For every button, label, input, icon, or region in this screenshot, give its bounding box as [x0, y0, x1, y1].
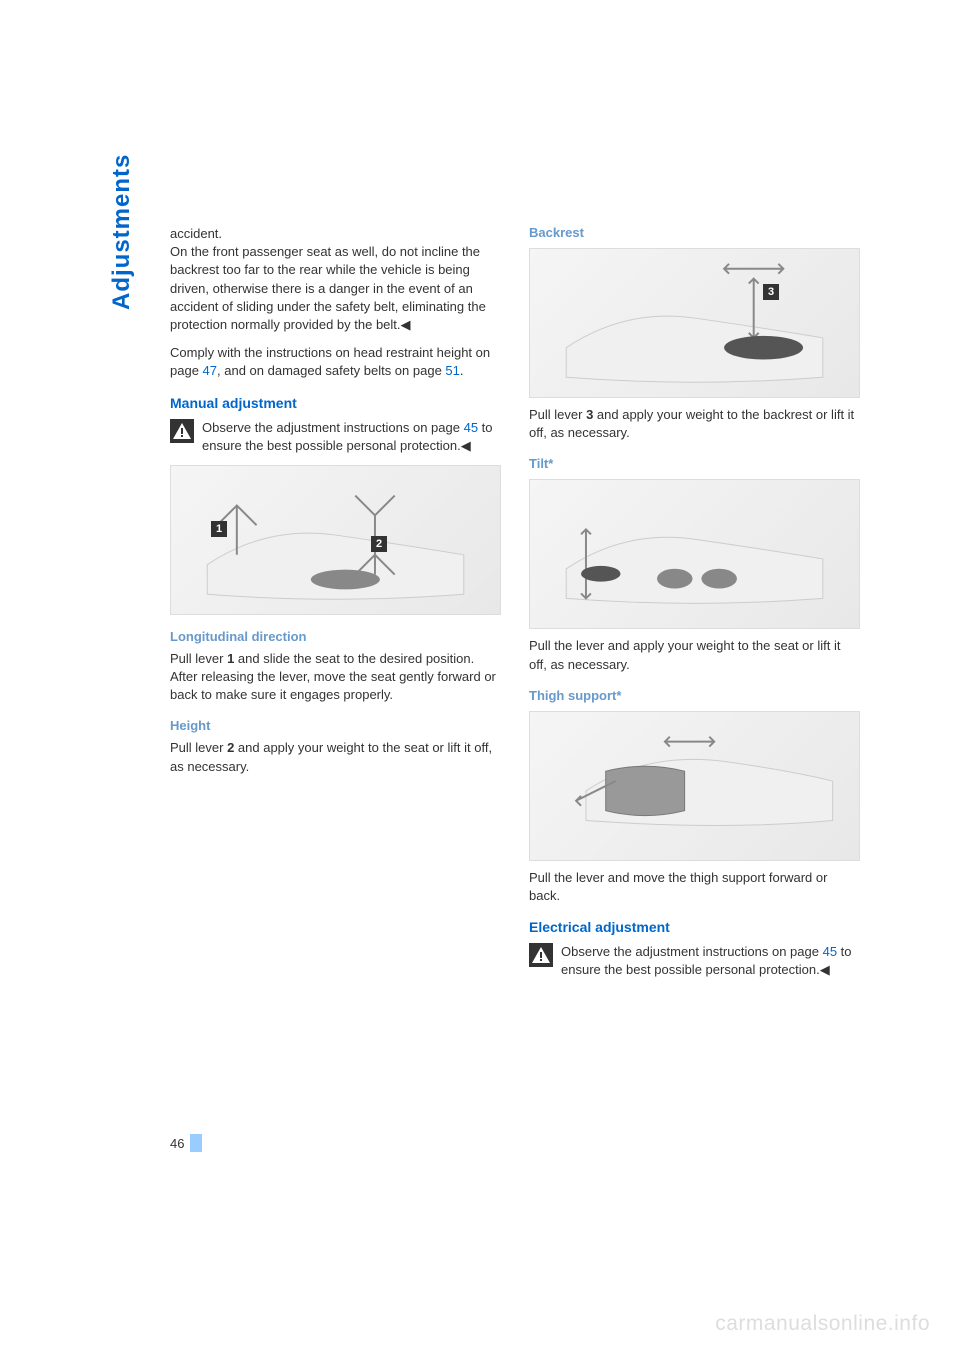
- backrest-before: Pull lever: [529, 407, 586, 422]
- warning-icon: [170, 419, 194, 443]
- height-heading: Height: [170, 718, 501, 733]
- height-before: Pull lever: [170, 740, 227, 755]
- warning1-part1: Observe the adjustment instructions on p…: [202, 420, 464, 435]
- comply-part3: .: [460, 363, 464, 378]
- longitudinal-heading: Longitudinal direction: [170, 629, 501, 644]
- intro-line2: On the front passenger seat as well, do …: [170, 244, 486, 332]
- warning-text-1: Observe the adjustment instructions on p…: [202, 419, 501, 455]
- page-marker-icon: [190, 1134, 202, 1152]
- section-label: Adjustments: [108, 154, 136, 310]
- page-link-45a[interactable]: 45: [464, 420, 478, 435]
- electrical-heading: Electrical adjustment: [529, 919, 860, 935]
- warning-icon: [529, 943, 553, 967]
- warning-box-1: Observe the adjustment instructions on p…: [170, 419, 501, 455]
- comply-text: Comply with the instructions on head res…: [170, 344, 501, 380]
- left-column: accident. On the front passenger seat as…: [170, 225, 501, 990]
- main-content: accident. On the front passenger seat as…: [170, 225, 860, 990]
- height-text: Pull lever 2 and apply your weight to th…: [170, 739, 501, 775]
- figure-seat-levers-1-2: 1 2: [170, 465, 501, 615]
- figure-thigh: [529, 711, 860, 861]
- watermark: carmanualsonline.info: [715, 1312, 930, 1336]
- figure-label-2: 2: [371, 536, 387, 552]
- warning-text-2: Observe the adjustment instructions on p…: [561, 943, 860, 979]
- intro-text: accident. On the front passenger seat as…: [170, 225, 501, 334]
- end-marker-icon: ◀: [401, 316, 411, 334]
- intro-line1: accident.: [170, 226, 222, 241]
- page-number: 46: [170, 1134, 202, 1152]
- thigh-heading: Thigh support*: [529, 688, 860, 703]
- manual-adjustment-heading: Manual adjustment: [170, 395, 501, 411]
- right-column: Backrest 3 Pull lever 3 and apply your w…: [529, 225, 860, 990]
- figure-label-1: 1: [211, 521, 227, 537]
- page-link-51[interactable]: 51: [445, 363, 459, 378]
- warning2-part1: Observe the adjustment instructions on p…: [561, 944, 823, 959]
- tilt-heading: Tilt*: [529, 456, 860, 471]
- figure-tilt: [529, 479, 860, 629]
- end-marker-icon: ◀: [820, 961, 830, 979]
- backrest-heading: Backrest: [529, 225, 860, 240]
- thigh-text: Pull the lever and move the thigh suppor…: [529, 869, 860, 905]
- long-text2: After releasing the lever, move the seat…: [170, 669, 496, 702]
- page-link-47[interactable]: 47: [203, 363, 217, 378]
- longitudinal-text: Pull lever 1 and slide the seat to the d…: [170, 650, 501, 705]
- backrest-text: Pull lever 3 and apply your weight to th…: [529, 406, 860, 442]
- long-after: and slide the seat to the desired positi…: [234, 651, 474, 666]
- figure-backrest: 3: [529, 248, 860, 398]
- page-number-value: 46: [170, 1136, 184, 1151]
- warning-box-2: Observe the adjustment instructions on p…: [529, 943, 860, 979]
- figure-label-3: 3: [763, 284, 779, 300]
- long-before: Pull lever: [170, 651, 227, 666]
- tilt-text: Pull the lever and apply your weight to …: [529, 637, 860, 673]
- page-link-45b[interactable]: 45: [823, 944, 837, 959]
- end-marker-icon: ◀: [461, 437, 471, 455]
- comply-part2: , and on damaged safety belts on page: [217, 363, 445, 378]
